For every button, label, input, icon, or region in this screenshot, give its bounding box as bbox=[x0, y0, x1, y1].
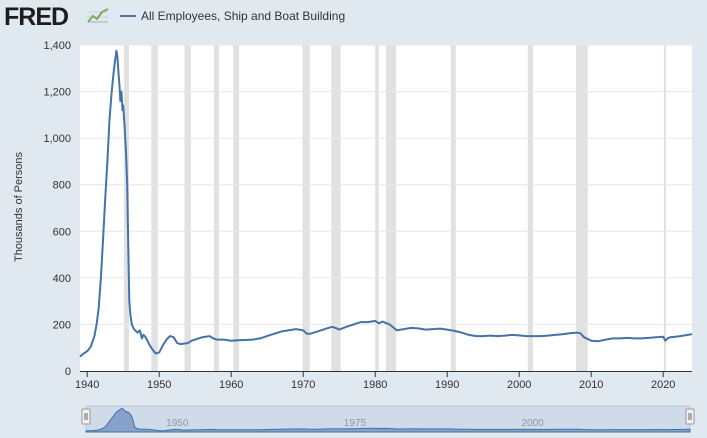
recession-band bbox=[123, 45, 129, 371]
x-tick-label: 1960 bbox=[219, 379, 243, 391]
fred-logo[interactable]: FRED bbox=[4, 3, 69, 31]
y-tick-label: 600 bbox=[53, 226, 71, 238]
chart-header: FRED All Employees, Ship and Boat Buildi… bbox=[0, 0, 707, 34]
range-navigator[interactable]: 1950 1975 2000 bbox=[81, 405, 695, 433]
recession-band bbox=[375, 45, 379, 371]
y-tick-label: 800 bbox=[53, 180, 71, 192]
x-tick-label: 1990 bbox=[435, 379, 459, 391]
recession-band bbox=[527, 45, 533, 371]
navigator-right-handle[interactable] bbox=[685, 408, 695, 425]
range-handle-icon[interactable] bbox=[81, 408, 91, 425]
recession-band bbox=[302, 45, 310, 371]
series-layer bbox=[79, 49, 693, 358]
recession-band bbox=[184, 45, 191, 371]
x-axis-ticks: 1940 1950 1960 1970 1980 1990 2000 2010 2020 bbox=[75, 371, 675, 391]
recession-band bbox=[151, 45, 158, 371]
gridlines bbox=[80, 44, 692, 325]
legend[interactable]: All Employees, Ship and Boat Building bbox=[120, 7, 345, 25]
fred-line-chart-icon bbox=[86, 6, 110, 26]
recession-band bbox=[576, 45, 588, 371]
x-tick-label: 1980 bbox=[363, 379, 387, 391]
legend-swatch bbox=[120, 15, 136, 17]
recession-band bbox=[331, 45, 341, 371]
range-handle-icon[interactable] bbox=[685, 408, 695, 425]
y-axis-title: Thousands of Persons bbox=[13, 151, 25, 262]
navigator-series-area bbox=[85, 407, 691, 433]
x-tick-label: 2020 bbox=[651, 379, 675, 391]
navigator-selected-range[interactable] bbox=[85, 405, 691, 433]
x-tick-label: 1940 bbox=[75, 379, 99, 391]
y-tick-label: 400 bbox=[53, 273, 71, 285]
recession-band bbox=[233, 45, 240, 371]
y-tick-label: 0 bbox=[65, 366, 71, 378]
y-tick-label: 200 bbox=[53, 319, 71, 331]
x-tick-label: 1970 bbox=[291, 379, 315, 391]
y-axis-ticks: 0 200 400 600 800 1,000 1,200 1,400 bbox=[43, 40, 71, 378]
x-tick-label: 1950 bbox=[147, 379, 171, 391]
y-tick-label: 1,000 bbox=[43, 133, 71, 145]
series-line[interactable] bbox=[79, 49, 693, 358]
navigator-label: 1950 bbox=[166, 418, 189, 429]
navigator-label: 2000 bbox=[521, 418, 544, 429]
legend-label: All Employees, Ship and Boat Building bbox=[141, 9, 346, 23]
recession-band bbox=[386, 45, 397, 371]
y-tick-label: 1,400 bbox=[43, 40, 71, 52]
recession-band bbox=[450, 45, 456, 371]
recession-bands bbox=[123, 45, 666, 371]
y-tick-label: 1,200 bbox=[43, 87, 71, 99]
x-tick-label: 2000 bbox=[507, 379, 531, 391]
navigator-left-handle[interactable] bbox=[81, 408, 91, 425]
recession-band bbox=[213, 45, 219, 371]
recession-band bbox=[663, 45, 666, 371]
navigator-label: 1975 bbox=[344, 418, 367, 429]
x-tick-label: 2010 bbox=[579, 379, 603, 391]
